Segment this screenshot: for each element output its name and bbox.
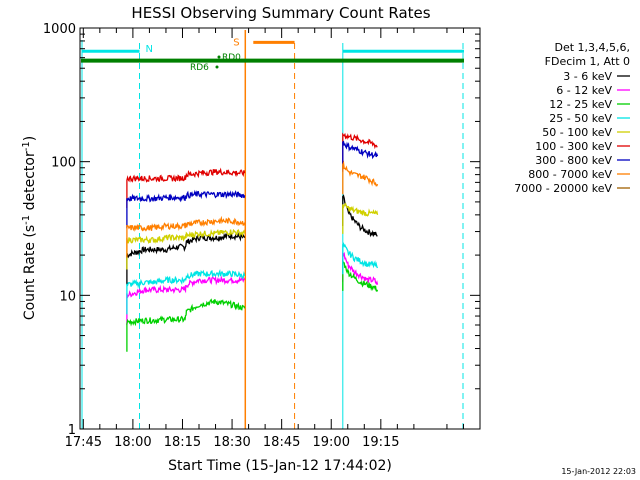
- footer-date: 15-Jan-2012 22:03: [561, 467, 636, 476]
- x-axis: 17:45 18:00 18:15 18:30 18:45 19:00 19:15: [65, 28, 464, 450]
- series-line: [342, 242, 379, 275]
- series-line: [126, 232, 246, 285]
- series-line: [342, 251, 379, 285]
- legend-entry-label: 300 - 800 keV: [535, 154, 612, 167]
- x-axis-label: Start Time (15-Jan-12 17:44:02): [168, 458, 392, 474]
- series-line: [342, 194, 378, 238]
- legend-entry-label: 100 - 300 keV: [535, 140, 612, 153]
- y-axis-label-end: ): [22, 136, 38, 141]
- saa-label: S: [233, 37, 239, 48]
- rd0-marker: [217, 55, 221, 59]
- legend-entry-label: 800 - 7000 keV: [528, 168, 612, 181]
- legend-header-line-1: Det 1,3,4,5,6,: [554, 41, 630, 54]
- y-axis-label: Count Rate (s-1 detector-1): [21, 136, 38, 320]
- x-tick-label: 19:00: [313, 435, 350, 450]
- legend-entry-label: 6 - 12 keV: [556, 84, 612, 97]
- y-axis-label-sup2: -1: [21, 141, 32, 151]
- series-line: [126, 228, 246, 270]
- y-tick-label: 10: [59, 289, 76, 304]
- legend-entry-label: 12 - 25 keV: [549, 98, 612, 111]
- series-line: [342, 259, 379, 293]
- y-tick-label: 1: [68, 423, 76, 438]
- series-line: [126, 167, 246, 208]
- x-tick-label: 18:30: [213, 435, 250, 450]
- series-line: [342, 160, 379, 195]
- y-tick-label: 1000: [43, 22, 76, 37]
- legend-entry-label: 50 - 100 keV: [542, 126, 612, 139]
- night-label: N: [146, 44, 153, 55]
- series-line: [342, 132, 378, 164]
- legend-entry-label: 7000 - 20000 keV: [514, 182, 612, 195]
- y-axis-label-main: Count Rate (s: [22, 225, 38, 320]
- y-axis: 1 10 100 1000: [43, 22, 480, 438]
- legend-header-line-2: FDecim 1, Att 0: [545, 55, 630, 68]
- x-tick-label: 19:15: [362, 435, 399, 450]
- x-tick-label: 18:45: [263, 435, 300, 450]
- plot-area: N S RD0 RD6: [81, 30, 464, 429]
- chart-title: HESSI Observing Summary Count Rates: [131, 4, 430, 22]
- legend: Det 1,3,4,5,6, FDecim 1, Att 0 3 - 6 keV…: [514, 41, 630, 195]
- plot-frame: [79, 27, 481, 430]
- x-tick-label: 17:45: [65, 435, 102, 450]
- x-tick-label: 18:15: [164, 435, 201, 450]
- rd6-marker: [215, 65, 219, 69]
- legend-entry-label: 25 - 50 keV: [549, 112, 612, 125]
- rd6-label: RD6: [190, 63, 209, 73]
- y-axis-label-mid: detector: [22, 151, 38, 215]
- y-tick-label: 100: [51, 156, 76, 171]
- series-line: [126, 269, 246, 315]
- y-axis-label-sup1: -1: [21, 215, 32, 225]
- series-line: [126, 189, 246, 229]
- legend-entry-label: 3 - 6 keV: [563, 70, 612, 83]
- x-tick-label: 18:00: [114, 435, 151, 450]
- series-line: [126, 298, 246, 352]
- rd0-label: RD0: [222, 53, 241, 63]
- series-line: [126, 215, 246, 258]
- series-line: [126, 275, 246, 325]
- series-line: [342, 140, 379, 172]
- series-line: [342, 202, 379, 234]
